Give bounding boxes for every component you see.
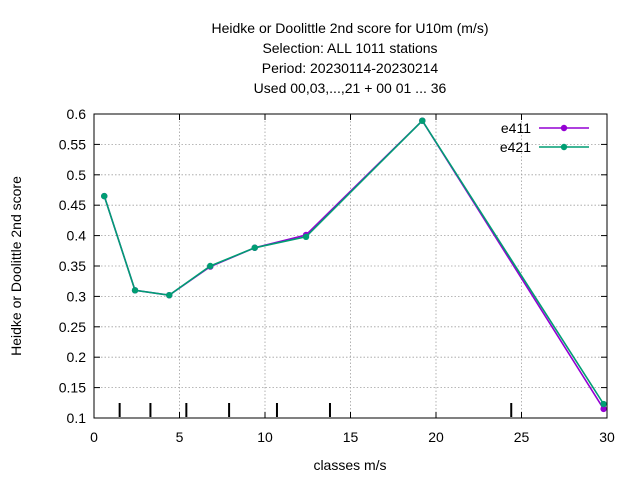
y-tick-label: 0.3 [67,288,87,304]
series-group [101,117,607,413]
y-tick-label: 0.5 [67,167,87,183]
x-axis-label: classes m/s [313,457,386,473]
y-axis-label: Heidke or Doolittle 2nd score [8,176,24,356]
legend-label: e411 [501,120,531,136]
y-tick-label: 0.2 [67,349,87,365]
y-tick-label: 0.25 [59,319,86,335]
x-tick-label: 25 [514,429,530,445]
legend-marker [560,124,568,132]
data-point [207,262,214,270]
legend: e411 e421 [500,120,589,155]
y-tick-label: 0.15 [59,380,86,396]
y-tick-label: 0.45 [59,197,86,213]
x-tick-label: 20 [428,429,444,445]
y-tick-label: 0.55 [59,136,86,152]
class-boundary-marks [118,403,513,417]
data-point [419,117,426,124]
y-tick-label: 0.35 [59,258,86,274]
data-point [101,192,108,200]
title-line-1: Heidke or Doolittle 2nd score for U10m (… [211,20,489,36]
grid-lines [94,114,607,418]
data-point [302,233,310,241]
title-line-4: Used 00,03,...,21 + 00 01 ... 36 [253,80,447,96]
data-point [131,287,139,294]
series-line [103,119,605,405]
series-e411 [101,117,607,413]
y-tick-label: 0.6 [67,106,87,122]
x-tick-label: 30 [599,429,615,445]
x-tick-label: 15 [343,429,359,445]
data-point [600,405,607,413]
legend-label: e421 [500,139,531,155]
data-point [166,291,173,299]
axis-ticks: 0 5 10 15 20 25 30 0.1 0.15 0.2 0.25 0.3 0.35 0.4 0.45… [59,106,615,445]
title-line-3: Period: 20230114-20230214 [261,60,439,76]
y-tick-label: 0.1 [67,410,87,426]
series-e421 [101,117,607,408]
title-line-2: Selection: ALL 1011 stations [262,40,438,56]
data-point [600,400,607,408]
legend-marker [560,143,568,151]
x-tick-label: 10 [257,429,273,445]
data-point [251,244,258,251]
x-tick-label: 5 [176,429,184,445]
x-tick-label: 0 [90,429,98,445]
y-tick-label: 0.4 [67,228,87,244]
